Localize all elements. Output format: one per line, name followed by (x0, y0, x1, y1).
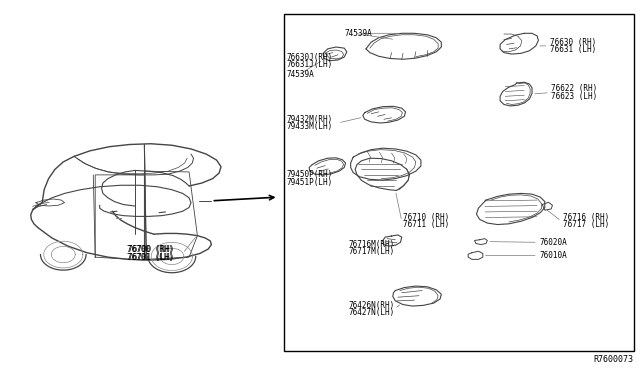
Text: 74539A: 74539A (287, 70, 314, 79)
Text: 76010A: 76010A (539, 251, 567, 260)
Text: 79451P(LH): 79451P(LH) (287, 178, 333, 187)
Text: 76717M(LH): 76717M(LH) (349, 247, 395, 256)
Text: 76631 (LH): 76631 (LH) (550, 45, 596, 54)
Text: 74539A: 74539A (344, 29, 372, 38)
Text: 76631J(LH): 76631J(LH) (287, 60, 333, 69)
Text: 76700 (RH): 76700 (RH) (127, 245, 173, 254)
Text: 76426N(RH): 76426N(RH) (349, 301, 395, 310)
Text: 76700 (RH): 76700 (RH) (129, 245, 175, 254)
Text: 76701 (LH): 76701 (LH) (127, 253, 173, 262)
Text: 76427N(LH): 76427N(LH) (349, 308, 395, 317)
Text: 76711 (LH): 76711 (LH) (403, 221, 449, 230)
Text: 76716M(RH): 76716M(RH) (349, 240, 395, 249)
Bar (284, 14, 634, 351)
Text: 76020A: 76020A (539, 238, 567, 247)
Text: 76630J(RH): 76630J(RH) (287, 52, 333, 61)
Text: 76716 (RH): 76716 (RH) (563, 213, 609, 222)
Text: 76717 (LH): 76717 (LH) (563, 221, 609, 230)
Text: 76622 (RH): 76622 (RH) (551, 84, 597, 93)
Text: 76701 (LH): 76701 (LH) (129, 253, 175, 262)
Text: R7600073: R7600073 (593, 355, 633, 364)
Text: 79433M(LH): 79433M(LH) (287, 122, 333, 131)
Text: 76623 (LH): 76623 (LH) (551, 92, 597, 101)
Text: 76630 (RH): 76630 (RH) (550, 38, 596, 47)
Text: 76710 (RH): 76710 (RH) (403, 213, 449, 222)
Text: 79432M(RH): 79432M(RH) (287, 115, 333, 124)
Text: 79450P(RH): 79450P(RH) (287, 170, 333, 179)
